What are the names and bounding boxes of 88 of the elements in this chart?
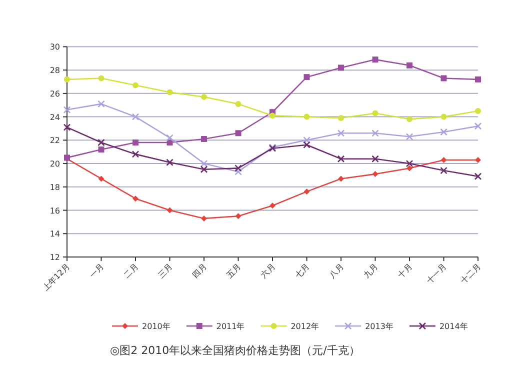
x-tick-label: 五月 [224,262,243,280]
y-tick-label: 28 [50,66,60,76]
point [201,215,207,222]
legend-label: 2010年 [142,322,170,331]
point [304,188,310,195]
point [475,108,481,114]
point [132,150,140,158]
point [270,112,276,119]
x-tick-label: 十月 [396,262,414,280]
x-tick-label: 九月 [362,262,380,280]
point [132,196,138,202]
x-tick-label: 六月 [259,262,277,280]
point [406,133,414,140]
legend-label: 2014年 [439,322,468,331]
point [166,134,174,142]
point [474,122,482,130]
point [406,160,414,168]
point [303,141,310,148]
x-tick-label: 二月 [122,262,140,280]
point [338,64,344,71]
x-tick-label: 上年12月 [40,262,72,293]
point [201,94,207,100]
y-tick-label: 20 [50,160,60,169]
point [235,213,242,220]
legend-label: 2012年 [290,322,320,331]
point [200,160,208,168]
point [234,168,242,176]
x-tick-label: 七月 [293,262,312,280]
point [304,74,310,80]
x-tick-label: 十二月 [459,262,482,286]
point [64,76,70,82]
point [475,76,481,82]
point [166,158,174,166]
point [235,130,242,136]
y-tick-label: 24 [50,112,60,122]
point [338,176,344,182]
point [474,172,482,180]
point [235,100,242,107]
point [304,114,310,120]
point [338,114,344,121]
point [166,207,173,214]
point [372,171,378,178]
point [372,155,379,163]
point [270,202,276,209]
y-tick-label: 30 [50,42,60,52]
y-tick-label: 22 [50,136,60,146]
point [234,164,242,172]
point [406,165,412,172]
point [406,116,412,122]
x-tick-label: 一月 [88,262,106,280]
point [372,130,379,137]
point [98,138,105,146]
point [98,75,104,82]
y-tick-label: 16 [50,206,60,216]
x-tick-label: 四月 [190,262,208,280]
point [201,136,207,142]
point [200,166,208,174]
y-tick-label: 12 [50,253,60,262]
point [166,89,173,96]
point [63,124,71,131]
point [98,176,104,182]
point [337,130,345,137]
point [440,75,447,82]
x-tick-label: 十一月 [424,262,448,286]
point [440,128,448,136]
point [372,110,378,116]
point [337,155,345,163]
point [475,157,481,164]
point [63,106,71,114]
y-tick-label: 18 [50,182,60,192]
point [406,62,412,68]
point [372,56,378,63]
y-tick-label: 14 [50,230,60,239]
point [132,140,138,146]
point [98,146,104,153]
x-tick-label: 八月 [328,262,346,280]
point [132,113,140,120]
x-tick-label: 三月 [156,262,174,280]
legend-label: 2013年 [365,322,394,331]
point [303,136,310,144]
point [132,82,138,88]
point [440,114,447,120]
point [440,166,448,174]
y-tick-label: 26 [50,89,60,98]
text: ◎图2 2010年以来全国猪肉价格走势图（元/千克） [110,344,360,357]
legend-label: 2011年 [216,322,245,331]
point [98,100,105,108]
point [440,157,447,164]
